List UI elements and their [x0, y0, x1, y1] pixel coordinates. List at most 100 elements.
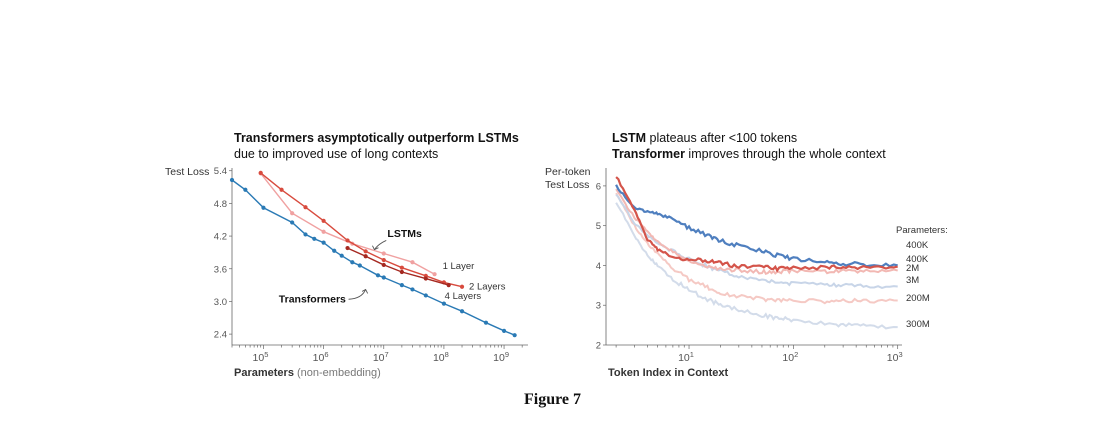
left-series-label-3: 4 Layers [445, 291, 482, 302]
left-x-tick-label: 107 [373, 350, 389, 364]
left-chart-title-line1: Transformers asymptotically outperform L… [234, 131, 519, 145]
left-x-axis-label: Parameters (non-embedding) [234, 367, 381, 379]
left-series-point-0 [312, 236, 317, 241]
left-series-label-2: 2 Layers [469, 282, 506, 293]
right-x-tick-exponent: 2 [794, 350, 798, 359]
left-series-point-0 [321, 240, 326, 245]
right-series-line-1 [615, 184, 898, 268]
right-y-axis-label: Per-token Test Loss [545, 166, 591, 192]
right-y-tick-label: 6 [596, 181, 601, 192]
right-x-tick-label: 103 [887, 350, 903, 364]
lstms-arrow [374, 240, 387, 250]
right-x-axis-label: Token Index in Context [608, 367, 729, 379]
left-series-point-2 [459, 284, 465, 289]
right-series-line-4 [615, 192, 898, 305]
left-chart-title-line2: due to improved use of long contexts [234, 147, 439, 161]
left-x-axis-label-bold: Parameters [234, 367, 294, 379]
left-series-point-3 [399, 269, 404, 275]
right-series-line-2 [615, 188, 898, 276]
left-series-point-1 [432, 272, 437, 277]
left-series-point-3 [345, 245, 350, 251]
left-series-point-0 [290, 220, 295, 225]
left-y-tick-label: 2.4 [214, 330, 227, 341]
left-x-tick-label: 109 [493, 350, 509, 364]
right-series-label-0: 400K [906, 240, 929, 251]
right-x-tick-exponent: 3 [898, 350, 902, 359]
lstms-arrow-head [372, 245, 379, 251]
left-y-tick-label: 3.0 [214, 297, 227, 308]
lstms-annotation: LSTMs [387, 228, 422, 240]
left-series-point-1 [410, 260, 415, 265]
left-series-line-0 [231, 179, 515, 336]
right-y-tick-label: 5 [596, 221, 601, 232]
right-chart-title-line2: Transformer improves through the whole c… [612, 147, 886, 161]
left-series-point-2 [258, 170, 263, 176]
left-series-point-0 [501, 328, 507, 333]
right-x-tick-label: 101 [678, 350, 694, 364]
left-series-point-0 [441, 301, 447, 306]
left-series-point-0 [243, 187, 248, 192]
left-series-point-0 [410, 287, 415, 292]
left-series-point-3 [446, 282, 451, 288]
right-y-tick-label: 4 [596, 261, 601, 272]
left-series-point-2 [345, 238, 350, 243]
left-series-point-2 [399, 265, 404, 270]
left-y-tick-label: 4.2 [214, 232, 227, 243]
left-series-point-2 [279, 187, 284, 192]
left-series-line-2 [260, 172, 463, 288]
left-series-point-0 [339, 253, 344, 258]
right-chart-title-line1: LSTM plateaus after <100 tokens [612, 131, 797, 145]
left-y-tick-label: 4.8 [214, 199, 227, 210]
left-x-tick-exponent: 6 [324, 350, 328, 359]
right-y-tick-label: 2 [596, 341, 601, 352]
left-x-tick-exponent: 5 [264, 350, 268, 359]
right-series-label-5: 300M [906, 319, 930, 330]
left-series-label-1: 1 Layer [443, 261, 475, 272]
right-x-tick-label: 102 [782, 350, 798, 364]
left-series-point-1 [321, 229, 326, 234]
left-series-point-0 [332, 248, 337, 253]
left-series-line-3 [347, 247, 449, 286]
left-series-point-0 [423, 293, 428, 298]
right-title-bold-2: Transformer [612, 147, 685, 161]
left-series-point-3 [363, 254, 368, 259]
right-series-line-3 [615, 193, 898, 289]
transformers-arrow [348, 289, 367, 300]
right-series-label-1: 400K [906, 254, 929, 265]
left-series-point-2 [303, 205, 308, 210]
right-title-rest-1: plateaus after <100 tokens [646, 131, 798, 145]
left-series-point-0 [303, 232, 308, 237]
left-series-point-0 [512, 333, 517, 338]
right-title-bold-1: LSTM [612, 131, 647, 145]
left-y-tick-label: 3.6 [214, 264, 227, 275]
right-series-label-4: 200M [906, 293, 930, 304]
right-series-label-3: 3M [906, 275, 919, 286]
figure-caption: Figure 7 [523, 391, 582, 408]
left-series-point-2 [381, 257, 386, 263]
left-series-point-0 [357, 263, 362, 268]
left-series-point-0 [381, 275, 386, 280]
left-x-tick-exponent: 9 [505, 350, 509, 359]
right-series-line-0 [615, 176, 898, 273]
left-series-point-0 [261, 205, 266, 210]
left-series-point-3 [423, 276, 428, 281]
right-title-rest-2: improves through the whole context [684, 147, 886, 161]
left-series-point-0 [459, 309, 465, 314]
transformers-annotation: Transformers [279, 294, 346, 306]
left-x-axis-label-light: (non-embedding) [297, 367, 381, 379]
left-x-tick-label: 108 [433, 350, 449, 364]
parameters-legend-title: Parameters: [896, 225, 948, 236]
right-series-line-5 [615, 202, 898, 330]
transformers-arrow-head [361, 288, 369, 294]
left-series-point-0 [350, 260, 355, 265]
right-y-axis-label-1: Per-token [545, 166, 591, 178]
left-series-point-1 [381, 251, 386, 256]
left-series-point-0 [375, 273, 381, 278]
left-x-tick-exponent: 7 [385, 350, 389, 359]
left-series-point-0 [399, 282, 404, 288]
left-series-point-2 [363, 249, 368, 254]
right-y-axis-label-2: Test Loss [545, 179, 590, 191]
left-y-axis-label: Test Loss [165, 166, 210, 178]
right-y-tick-label: 3 [596, 301, 601, 312]
